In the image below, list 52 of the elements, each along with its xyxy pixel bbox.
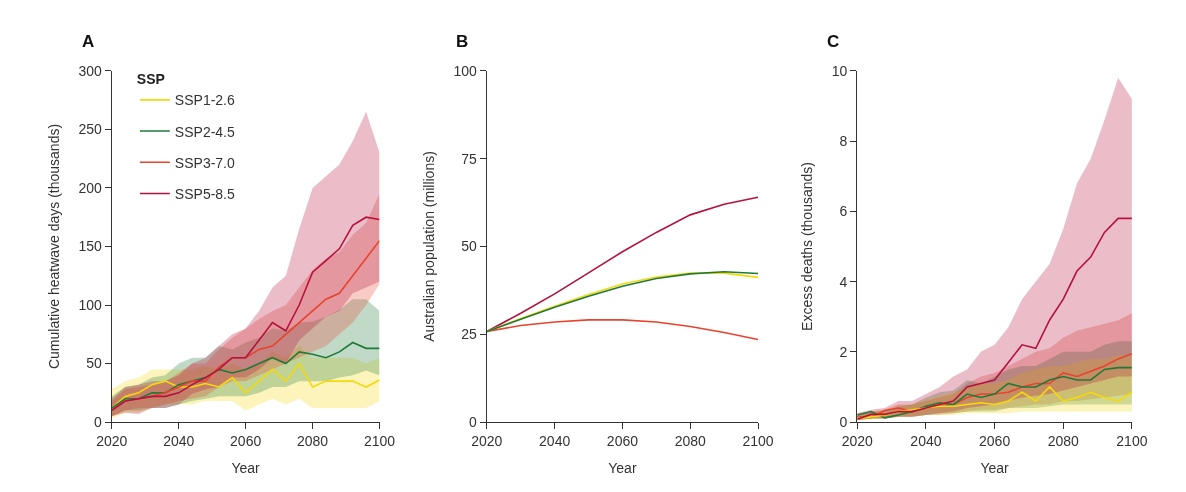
x-tick-label: 2060 xyxy=(606,433,639,450)
x-tick-label: 2020 xyxy=(96,433,128,450)
y-tick-label: 0 xyxy=(469,414,478,431)
y-tick-label: 8 xyxy=(839,132,848,149)
y-axis-title: Cumulative heatwave days (thousands) xyxy=(46,123,63,370)
y-tick-label: 150 xyxy=(78,238,103,255)
x-tick-label: 2100 xyxy=(1116,433,1148,450)
x-tick-label: 2080 xyxy=(674,433,706,450)
line-series xyxy=(111,341,380,409)
x-tick-label: 2020 xyxy=(471,433,503,450)
x-tick-label: 2060 xyxy=(979,433,1011,450)
legend-title: SSP xyxy=(136,71,165,88)
legend-label: SSP3-7.0 xyxy=(174,154,235,171)
x-axis-title: Year xyxy=(980,460,1010,477)
x-tick-label: 2100 xyxy=(363,433,396,450)
y-tick-label: 50 xyxy=(461,238,478,255)
y-tick-label: 300 xyxy=(78,62,103,79)
y-tick-label: 100 xyxy=(453,62,478,79)
legend-label: SSP2-4.5 xyxy=(174,123,235,140)
y-axis-title: Excess deaths (thousands) xyxy=(799,162,816,331)
x-tick-label: 2040 xyxy=(163,433,195,450)
y-tick-label: 200 xyxy=(78,179,103,196)
y-axis-title: Australian population (millions) xyxy=(421,151,438,342)
x-axis-title: Year xyxy=(231,460,261,477)
y-tick-label: 2 xyxy=(839,343,848,360)
x-tick-label: 2040 xyxy=(539,433,571,450)
y-tick-label: 25 xyxy=(461,326,478,343)
x-tick-label: 2020 xyxy=(841,433,874,450)
y-tick-label: 75 xyxy=(461,150,478,167)
line-series xyxy=(486,196,759,333)
y-tick-label: 100 xyxy=(78,296,103,313)
chart-title: C xyxy=(827,32,840,51)
x-tick-label: 2100 xyxy=(742,433,774,450)
line-series xyxy=(111,362,380,409)
chart-title: B xyxy=(456,32,469,51)
y-tick-label: 4 xyxy=(839,273,848,290)
x-tick-label: 2080 xyxy=(1047,433,1080,450)
y-tick-label: 0 xyxy=(839,414,848,431)
x-axis-title: Year xyxy=(608,460,637,477)
chart-title: A xyxy=(82,32,95,51)
legend-label: SSP5-8.5 xyxy=(174,185,235,202)
line-series xyxy=(486,319,759,341)
y-tick-label: 250 xyxy=(78,121,103,138)
x-tick-label: 2080 xyxy=(297,433,329,450)
legend-label: SSP1-2.6 xyxy=(174,92,235,109)
x-tick-label: 2060 xyxy=(230,433,262,450)
y-tick-label: 10 xyxy=(831,62,848,79)
y-tick-label: 0 xyxy=(94,414,103,431)
x-tick-label: 2040 xyxy=(910,433,942,450)
line-series xyxy=(857,366,1132,419)
y-tick-label: 6 xyxy=(839,203,848,220)
y-tick-label: 50 xyxy=(86,355,103,372)
